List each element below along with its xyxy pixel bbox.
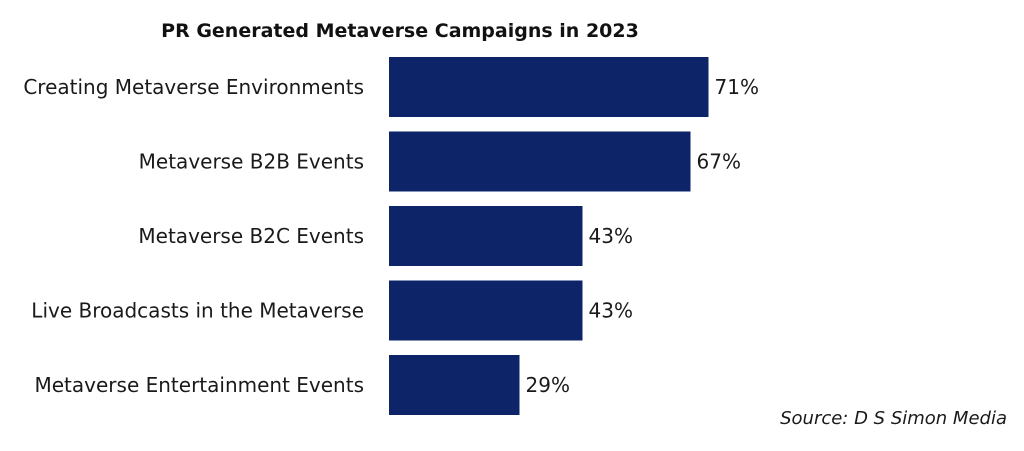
value-label-0: 71% [715, 75, 759, 99]
bar-0 [389, 57, 709, 117]
value-label-3: 43% [589, 299, 633, 323]
value-labels: 71% 67% 43% 43% 29% [526, 75, 759, 397]
bars-group [389, 57, 709, 415]
source-label: Source: D S Simon Media [780, 408, 1007, 429]
value-label-1: 67% [697, 150, 741, 174]
category-label-1: Metaverse B2B Events [139, 150, 364, 174]
value-label-4: 29% [526, 373, 570, 397]
chart-title: PR Generated Metaverse Campaigns in 2023 [161, 20, 639, 42]
category-label-2: Metaverse B2C Events [138, 224, 364, 248]
bar-1 [389, 131, 691, 192]
value-label-2: 43% [589, 224, 633, 248]
category-labels: Creating Metaverse Environments Metaverse… [23, 75, 364, 397]
category-label-0: Creating Metaverse Environments [23, 75, 364, 99]
bar-4 [389, 355, 520, 415]
category-label-4: Metaverse Entertainment Events [35, 373, 365, 397]
bar-3 [389, 280, 583, 341]
category-label-3: Live Broadcasts in the Metaverse [31, 299, 364, 323]
bar-2 [389, 206, 583, 266]
